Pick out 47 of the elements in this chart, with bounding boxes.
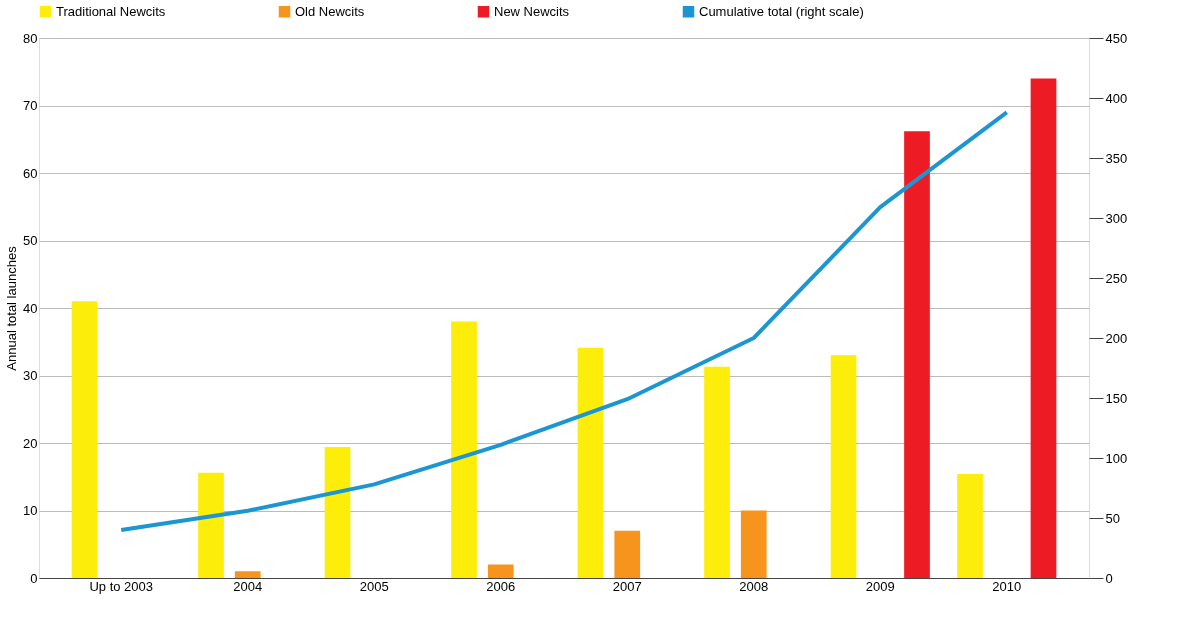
x-tick-label: 2009 xyxy=(865,578,895,594)
y-tick-label: 40 xyxy=(23,300,38,316)
y-tick-label: 30 xyxy=(23,368,38,383)
y-tick-label: 80 xyxy=(23,30,38,46)
y-tick-label: 10 xyxy=(23,503,38,518)
y2-tick-label: 200 xyxy=(1105,330,1128,346)
x-tick-label: 2008 xyxy=(739,578,769,594)
x-tick-label: 2004 xyxy=(233,578,263,594)
y2-tick-label: 250 xyxy=(1105,270,1128,286)
y2-tick-label: 450 xyxy=(1105,30,1128,46)
bar xyxy=(704,366,730,578)
y2-tick-label: 0 xyxy=(1105,570,1113,586)
bar xyxy=(577,347,604,578)
y2-tick-label: 300 xyxy=(1105,210,1128,226)
y2-tick-label: 150 xyxy=(1105,390,1128,406)
x-tick-label: 2007 xyxy=(612,578,642,594)
bar xyxy=(830,355,857,578)
y2-tick-label: 400 xyxy=(1105,90,1128,106)
legend-label: Old Newcits xyxy=(295,3,365,19)
x-tick-label: 2010 xyxy=(992,578,1022,594)
bar xyxy=(614,530,641,578)
line-series xyxy=(119,110,1009,532)
legend-label: Cumulative total (right scale) xyxy=(699,3,864,19)
x-tick-label: 2006 xyxy=(486,578,516,594)
bar xyxy=(904,131,930,578)
bar xyxy=(740,510,767,578)
y2-tick-label: 50 xyxy=(1105,510,1120,526)
bar xyxy=(71,301,98,578)
bar xyxy=(451,321,477,578)
legend-label: New Newcits xyxy=(494,3,570,19)
y2-tick-label: 100 xyxy=(1105,450,1128,466)
x-tick-label: 2005 xyxy=(359,578,389,594)
bar xyxy=(324,447,351,578)
y-axis-title: Annual total launches xyxy=(4,245,20,371)
y-tick-label: 0 xyxy=(30,570,38,586)
bar xyxy=(234,571,261,578)
x-tick-label: Up to 2003 xyxy=(89,578,154,594)
y-tick-label: 20 xyxy=(23,435,38,451)
y2-tick-label: 350 xyxy=(1105,150,1128,166)
bar xyxy=(487,564,514,578)
bar xyxy=(1030,78,1057,578)
y-tick-label: 60 xyxy=(23,165,38,181)
legend-label: Traditional Newcits xyxy=(56,3,166,19)
y-tick-label: 50 xyxy=(23,233,38,248)
y-tick-label: 70 xyxy=(23,98,38,113)
bar xyxy=(198,472,224,578)
bar xyxy=(957,474,983,578)
